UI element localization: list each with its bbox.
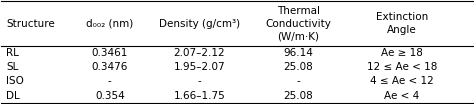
Text: 1.66–1.75: 1.66–1.75 bbox=[173, 90, 225, 101]
Text: 4 ≤ Ae < 12: 4 ≤ Ae < 12 bbox=[370, 76, 434, 86]
Text: Ae < 4: Ae < 4 bbox=[384, 90, 419, 101]
Text: 0.3461: 0.3461 bbox=[91, 48, 128, 58]
Text: -: - bbox=[108, 76, 112, 86]
Text: SL: SL bbox=[6, 62, 18, 72]
Text: Ae ≥ 18: Ae ≥ 18 bbox=[381, 48, 423, 58]
Text: d₀₀₂ (nm): d₀₀₂ (nm) bbox=[86, 19, 133, 29]
Text: Extinction
Angle: Extinction Angle bbox=[376, 12, 428, 35]
Text: RL: RL bbox=[6, 48, 19, 58]
Text: 25.08: 25.08 bbox=[283, 62, 313, 72]
Text: 0.3476: 0.3476 bbox=[91, 62, 128, 72]
Text: 2.07–2.12: 2.07–2.12 bbox=[173, 48, 225, 58]
Text: 1.95–2.07: 1.95–2.07 bbox=[173, 62, 225, 72]
Text: DL: DL bbox=[6, 90, 20, 101]
Text: -: - bbox=[198, 76, 201, 86]
Text: -: - bbox=[296, 76, 300, 86]
Text: 25.08: 25.08 bbox=[283, 90, 313, 101]
Text: 12 ≤ Ae < 18: 12 ≤ Ae < 18 bbox=[367, 62, 437, 72]
Text: Structure: Structure bbox=[6, 19, 55, 29]
Text: ISO: ISO bbox=[6, 76, 24, 86]
Text: Density (g/cm³): Density (g/cm³) bbox=[159, 19, 240, 29]
Text: 0.354: 0.354 bbox=[95, 90, 125, 101]
Text: Thermal
Conductivity
(W/m·K): Thermal Conductivity (W/m·K) bbox=[265, 6, 331, 41]
Text: 96.14: 96.14 bbox=[283, 48, 313, 58]
